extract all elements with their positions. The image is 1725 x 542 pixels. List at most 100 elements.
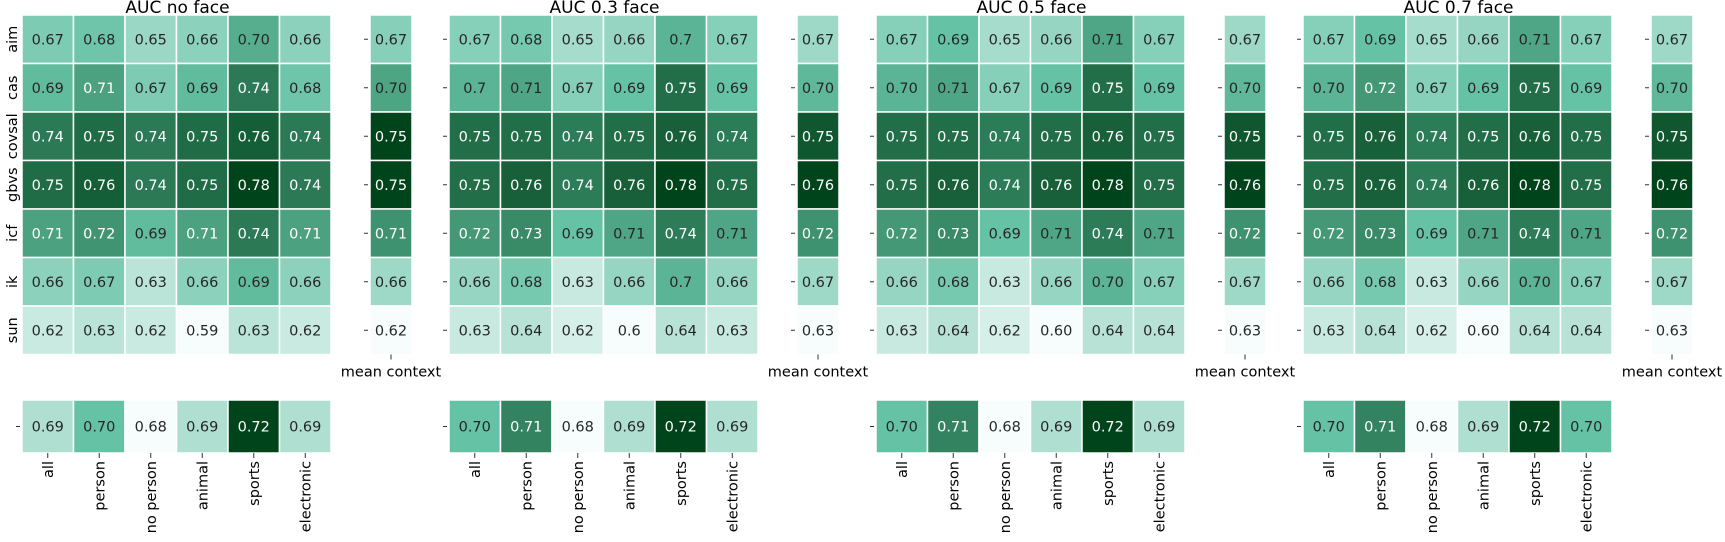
heatmap-cell-label: 0.67 (1570, 32, 1602, 48)
heatmap-cell-label: 0.64 (510, 323, 542, 339)
heatmap-cell (1559, 208, 1613, 259)
mean-context-cell-label: 0.75 (1656, 129, 1688, 145)
heatmap-cell-label: 0.70 (1519, 275, 1551, 291)
heatmap-cell-label: 0.67 (135, 81, 167, 97)
heatmap-cell-label: 0.66 (1467, 275, 1499, 291)
heatmap-cell-label: 0.71 (289, 226, 321, 242)
heatmap-cell-label: 0.75 (1467, 129, 1499, 145)
heatmap-cell-label: 0.75 (459, 178, 491, 194)
mean-model-cell (1405, 399, 1459, 454)
mean-model-cell-label: 0.70 (459, 420, 491, 436)
heatmap-cell-label: 0.74 (1416, 178, 1448, 194)
mean-context-cell (1650, 256, 1694, 307)
heatmap-cell-label: 0.66 (1040, 275, 1072, 291)
heatmap-cell (1559, 111, 1613, 162)
heatmap-cell-label: 0.68 (1364, 275, 1396, 291)
heatmap-cell-label: 0.71 (1467, 226, 1499, 242)
heatmap-cell-label: 0.71 (1143, 226, 1175, 242)
heatmap-cell (1353, 208, 1407, 259)
heatmap-cell-label: 0.76 (1092, 129, 1124, 145)
heatmap-cell (124, 62, 178, 113)
heatmap-cell (551, 111, 605, 162)
column-label: person (92, 461, 108, 511)
mean-model-cell (705, 399, 759, 454)
mean-context-cell-label: 0.72 (1229, 226, 1261, 242)
heatmap-cell-label: 0.66 (1040, 32, 1072, 48)
mean-context-cell (1650, 111, 1694, 162)
heatmap-cell-label: 0.66 (613, 275, 645, 291)
heatmap-cell-label: 0.71 (510, 81, 542, 97)
heatmap-cell (499, 62, 553, 113)
heatmap-cell (499, 305, 553, 356)
column-label: animal (1049, 461, 1065, 510)
mean-model-cell (978, 399, 1032, 454)
mean-model-cell-label: 0.69 (32, 420, 64, 436)
heatmap-cell-label: 0.73 (937, 226, 969, 242)
mean-model-cell-label: 0.70 (1313, 420, 1345, 436)
column-label: all (1322, 461, 1338, 478)
heatmap-cell-label: 0.67 (459, 32, 491, 48)
heatmap-cell-label: 0.74 (1519, 226, 1551, 242)
mean-context-cell (1223, 159, 1267, 210)
heatmap-cell-label: 0.75 (83, 129, 115, 145)
heatmap-cell-label: 0.68 (510, 32, 542, 48)
heatmap-cell-label: 0.67 (716, 32, 748, 48)
heatmap-cell (1081, 305, 1135, 356)
column-label: sports (1528, 461, 1544, 506)
heatmap-cell-label: 0.67 (1313, 32, 1345, 48)
heatmap-cell-label: 0.71 (937, 81, 969, 97)
heatmap-cell-label: 0.76 (238, 129, 270, 145)
heatmap-cell (1132, 62, 1186, 113)
heatmap-cell (978, 208, 1032, 259)
row-label: cas (5, 76, 21, 100)
heatmap-cell (227, 305, 281, 356)
heatmap-cell-label: 0.74 (665, 226, 697, 242)
heatmap-cell (1508, 305, 1562, 356)
heatmap-cell (448, 62, 502, 113)
heatmap-cell-label: 0.74 (289, 178, 321, 194)
heatmap-cell (175, 256, 229, 307)
mean-model-cell-label: 0.72 (1519, 420, 1551, 436)
mean-model-cell (175, 399, 229, 454)
heatmap-cell-label: 0.72 (1313, 226, 1345, 242)
mean-model-cell (1302, 399, 1356, 454)
heatmap-cell (1302, 159, 1356, 210)
heatmap-cell-label: 0.67 (1416, 81, 1448, 97)
heatmap-cell (1405, 305, 1459, 356)
mean-model-cell-label: 0.72 (238, 420, 270, 436)
mean-context-cell-label: 0.63 (1656, 323, 1688, 339)
heatmap-cell (705, 208, 759, 259)
mean-model-cell (926, 399, 980, 454)
heatmap-cell-label: 0.78 (238, 178, 270, 194)
heatmap-cell (654, 305, 708, 356)
heatmap-cell-label: 0.76 (613, 178, 645, 194)
heatmap-cell-label: 0.60 (1040, 323, 1072, 339)
column-label: electronic (298, 461, 314, 532)
heatmap-cell (1081, 256, 1135, 307)
column-label: no person (144, 461, 160, 533)
mean-context-cell-label: 0.76 (802, 178, 834, 194)
mean-model-cell-label: 0.70 (1570, 420, 1602, 436)
heatmap-cell (602, 62, 656, 113)
heatmap-cell-label: 0.62 (135, 323, 167, 339)
heatmap-cell-label: 0.65 (989, 32, 1021, 48)
row-label: covsal (5, 113, 21, 159)
heatmap-cell-label: 0.66 (1313, 275, 1345, 291)
mean-model-cell-label: 0.68 (1416, 420, 1448, 436)
heatmap-cell (278, 159, 332, 210)
heatmap-cell-label: 0.68 (83, 32, 115, 48)
heatmap-cell-label: 0.76 (1519, 129, 1551, 145)
mean-context-cell-label: 0.67 (802, 32, 834, 48)
heatmap-cell-label: 0.65 (1416, 32, 1448, 48)
heatmap-cell-label: 0.70 (1092, 275, 1124, 291)
heatmap-cell (1559, 305, 1613, 356)
heatmap-cell (227, 62, 281, 113)
heatmap-cell-label: 0.62 (289, 323, 321, 339)
heatmap-cell (124, 111, 178, 162)
heatmap-cell-label: 0.68 (510, 275, 542, 291)
heatmap-cell-label: 0.69 (1143, 81, 1175, 97)
heatmap-cell-label: 0.69 (1364, 32, 1396, 48)
heatmap-cell-label: 0.69 (613, 81, 645, 97)
heatmap-cell-label: 0.65 (562, 32, 594, 48)
heatmap-cell-label: 0.67 (886, 32, 918, 48)
